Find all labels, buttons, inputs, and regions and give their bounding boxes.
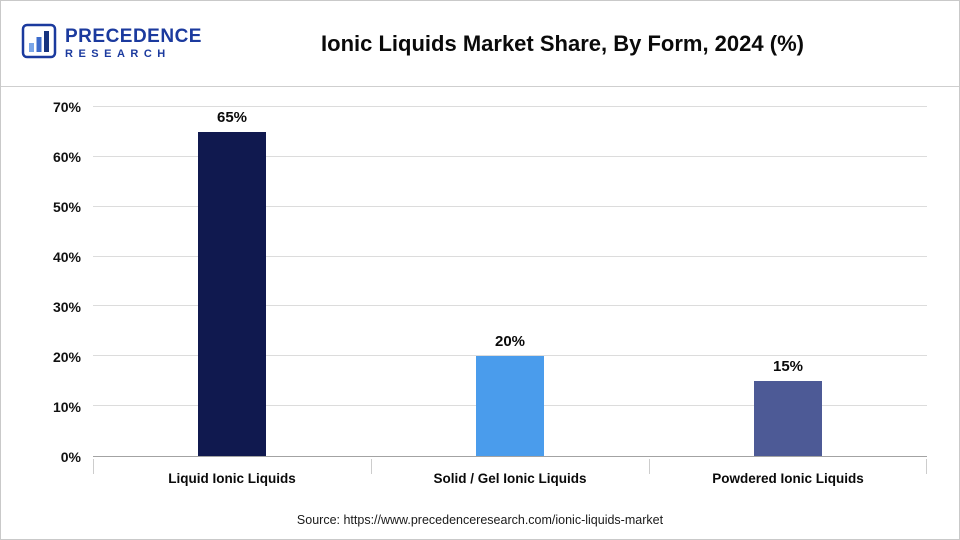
y-tick-label: 50% bbox=[52, 199, 81, 215]
bar-value-label: 15% bbox=[772, 358, 804, 376]
precedence-research-logo: PRECEDENCE RESEARCH bbox=[1, 23, 226, 64]
bar-group: 15% bbox=[754, 107, 822, 456]
gridline bbox=[93, 355, 927, 357]
logo-line2: RESEARCH bbox=[65, 47, 171, 60]
title-wrap: Ionic Liquids Market Share, By Form, 202… bbox=[226, 31, 959, 57]
bar-solid-gel-ionic-liquids[interactable] bbox=[476, 356, 544, 456]
x-category-label: Liquid Ionic Liquids bbox=[168, 471, 296, 486]
plot-area: 65% 20% 15% bbox=[93, 106, 927, 457]
y-axis-labels: 0% 10% 20% 30% 40% 50% 60% 70% bbox=[15, 99, 81, 465]
logo-line1: PRECEDENCE bbox=[65, 25, 202, 47]
y-tick-label: 20% bbox=[52, 349, 81, 365]
x-category-label: Powdered Ionic Liquids bbox=[712, 471, 864, 486]
gridline bbox=[93, 205, 927, 207]
y-tick-label: 30% bbox=[52, 299, 81, 315]
page-title: Ionic Liquids Market Share, By Form, 202… bbox=[321, 30, 804, 56]
bar-powdered-ionic-liquids[interactable] bbox=[754, 381, 822, 456]
bar-group: 20% bbox=[476, 107, 544, 456]
gridline bbox=[93, 255, 927, 257]
bar-slot: 20% bbox=[371, 107, 649, 456]
bar-chart-logo-icon bbox=[21, 23, 57, 64]
x-axis-tick bbox=[926, 459, 927, 474]
bar-slot: 15% bbox=[649, 107, 927, 456]
x-axis-tick bbox=[370, 459, 372, 474]
source-text: Source: https://www.precedenceresearch.c… bbox=[296, 513, 664, 527]
x-axis-tick bbox=[649, 459, 650, 474]
y-tick-label: 10% bbox=[52, 399, 81, 415]
x-axis-tick bbox=[93, 459, 94, 474]
bar-value-label: 65% bbox=[216, 108, 248, 126]
x-axis-labels: Liquid Ionic Liquids Solid / Gel Ionic L… bbox=[93, 459, 927, 493]
y-tick-label: 0% bbox=[60, 449, 81, 465]
gridline bbox=[93, 155, 927, 157]
y-tick-label: 70% bbox=[52, 99, 81, 115]
bar-value-label: 20% bbox=[494, 333, 526, 351]
y-tick-label: 60% bbox=[52, 149, 81, 165]
y-tick-label: 40% bbox=[52, 249, 81, 265]
bar-slot: 65% bbox=[93, 107, 371, 456]
header: PRECEDENCE RESEARCH Ionic Liquids Market… bbox=[1, 1, 959, 87]
bar-liquid-ionic-liquids[interactable] bbox=[198, 131, 266, 456]
bar-group: 65% bbox=[198, 107, 266, 456]
gridline bbox=[93, 106, 927, 107]
x-category-label: Solid / Gel Ionic Liquids bbox=[433, 471, 587, 486]
logo-text: PRECEDENCE RESEARCH bbox=[65, 25, 202, 60]
gridline bbox=[93, 305, 927, 307]
